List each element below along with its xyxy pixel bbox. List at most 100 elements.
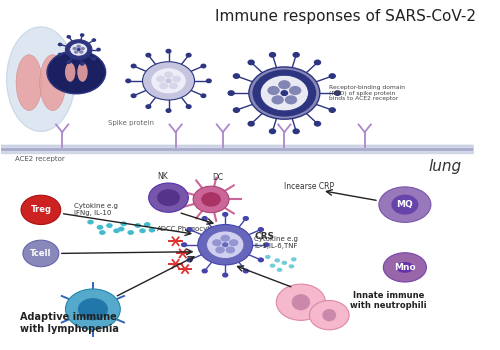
Circle shape: [23, 240, 59, 267]
Circle shape: [166, 79, 171, 83]
Circle shape: [234, 74, 239, 78]
Circle shape: [47, 50, 106, 94]
Circle shape: [265, 255, 270, 259]
Text: NK: NK: [157, 172, 168, 181]
Circle shape: [157, 189, 180, 206]
Text: Cytokine e.g
IL-1,IL-6,TNF: Cytokine e.g IL-1,IL-6,TNF: [254, 236, 298, 249]
Circle shape: [272, 95, 284, 104]
Circle shape: [264, 243, 269, 246]
Circle shape: [234, 108, 239, 112]
Circle shape: [58, 53, 61, 56]
Circle shape: [226, 246, 235, 253]
Circle shape: [329, 74, 336, 78]
Circle shape: [244, 217, 248, 220]
Text: lung: lung: [428, 159, 462, 174]
Circle shape: [314, 60, 320, 65]
Circle shape: [270, 129, 276, 134]
Circle shape: [277, 268, 282, 272]
Circle shape: [126, 79, 130, 83]
Circle shape: [310, 301, 349, 330]
Circle shape: [166, 109, 171, 112]
Circle shape: [260, 75, 308, 111]
Circle shape: [164, 71, 173, 78]
Ellipse shape: [65, 63, 76, 82]
Circle shape: [270, 52, 276, 57]
Circle shape: [248, 60, 254, 65]
Circle shape: [392, 195, 418, 215]
Circle shape: [282, 261, 287, 265]
Circle shape: [80, 47, 85, 50]
Text: ACE2 receptor: ACE2 receptor: [15, 156, 64, 162]
Circle shape: [206, 231, 244, 258]
Circle shape: [148, 228, 156, 232]
Circle shape: [146, 54, 150, 57]
Circle shape: [128, 230, 134, 235]
Circle shape: [142, 62, 195, 100]
Circle shape: [151, 68, 186, 94]
Circle shape: [106, 223, 112, 228]
Ellipse shape: [6, 27, 75, 131]
Circle shape: [202, 217, 207, 220]
Text: Immune responses of SARS-CoV-2: Immune responses of SARS-CoV-2: [216, 9, 476, 25]
Circle shape: [252, 70, 316, 117]
Circle shape: [92, 39, 96, 41]
Circle shape: [268, 86, 280, 95]
Circle shape: [172, 76, 181, 82]
Circle shape: [293, 129, 299, 134]
Circle shape: [276, 284, 326, 320]
Circle shape: [78, 49, 80, 50]
Text: Receptor-binding domain
(RBD) of spike protein
binds to ACE2 receptor: Receptor-binding domain (RBD) of spike p…: [329, 85, 405, 102]
Circle shape: [80, 34, 84, 36]
Circle shape: [139, 228, 146, 233]
Circle shape: [120, 221, 127, 226]
Circle shape: [79, 50, 84, 54]
Circle shape: [223, 273, 228, 277]
Circle shape: [293, 52, 299, 57]
Circle shape: [72, 47, 77, 50]
Text: ADCC,Phagocytes: ADCC,Phagocytes: [156, 225, 218, 232]
Circle shape: [76, 45, 81, 48]
Circle shape: [87, 219, 94, 224]
Text: MQ: MQ: [396, 200, 413, 209]
Text: Cytokine e.g
IFNg, IL-10: Cytokine e.g IFNg, IL-10: [74, 203, 118, 216]
Circle shape: [258, 258, 264, 262]
Text: Treg: Treg: [30, 205, 52, 214]
Circle shape: [248, 121, 254, 126]
Circle shape: [270, 264, 276, 268]
Circle shape: [201, 64, 206, 68]
Text: Tcell: Tcell: [30, 249, 52, 258]
Circle shape: [201, 94, 206, 97]
Circle shape: [74, 50, 78, 54]
Circle shape: [220, 235, 230, 242]
Ellipse shape: [322, 309, 336, 321]
Circle shape: [223, 212, 228, 216]
Ellipse shape: [396, 262, 414, 273]
Circle shape: [334, 91, 340, 95]
Circle shape: [249, 67, 320, 119]
Ellipse shape: [379, 187, 431, 222]
Circle shape: [206, 79, 211, 83]
Circle shape: [80, 63, 84, 65]
Ellipse shape: [384, 253, 426, 282]
Text: Mno: Mno: [394, 263, 415, 272]
Circle shape: [166, 49, 171, 53]
Circle shape: [314, 121, 320, 126]
Circle shape: [212, 239, 222, 246]
Circle shape: [186, 105, 191, 108]
Circle shape: [96, 225, 103, 230]
Circle shape: [223, 243, 228, 246]
Circle shape: [228, 91, 234, 95]
Text: CRS: CRS: [254, 232, 274, 241]
Circle shape: [193, 186, 229, 213]
Circle shape: [288, 264, 294, 268]
Circle shape: [187, 258, 192, 262]
Text: DC: DC: [212, 173, 224, 182]
Circle shape: [329, 108, 336, 112]
Circle shape: [134, 223, 141, 228]
Text: Incearse CRP: Incearse CRP: [284, 182, 335, 191]
Circle shape: [244, 269, 248, 273]
Circle shape: [118, 226, 124, 231]
Circle shape: [58, 43, 61, 46]
Circle shape: [278, 80, 290, 89]
Circle shape: [202, 269, 207, 273]
